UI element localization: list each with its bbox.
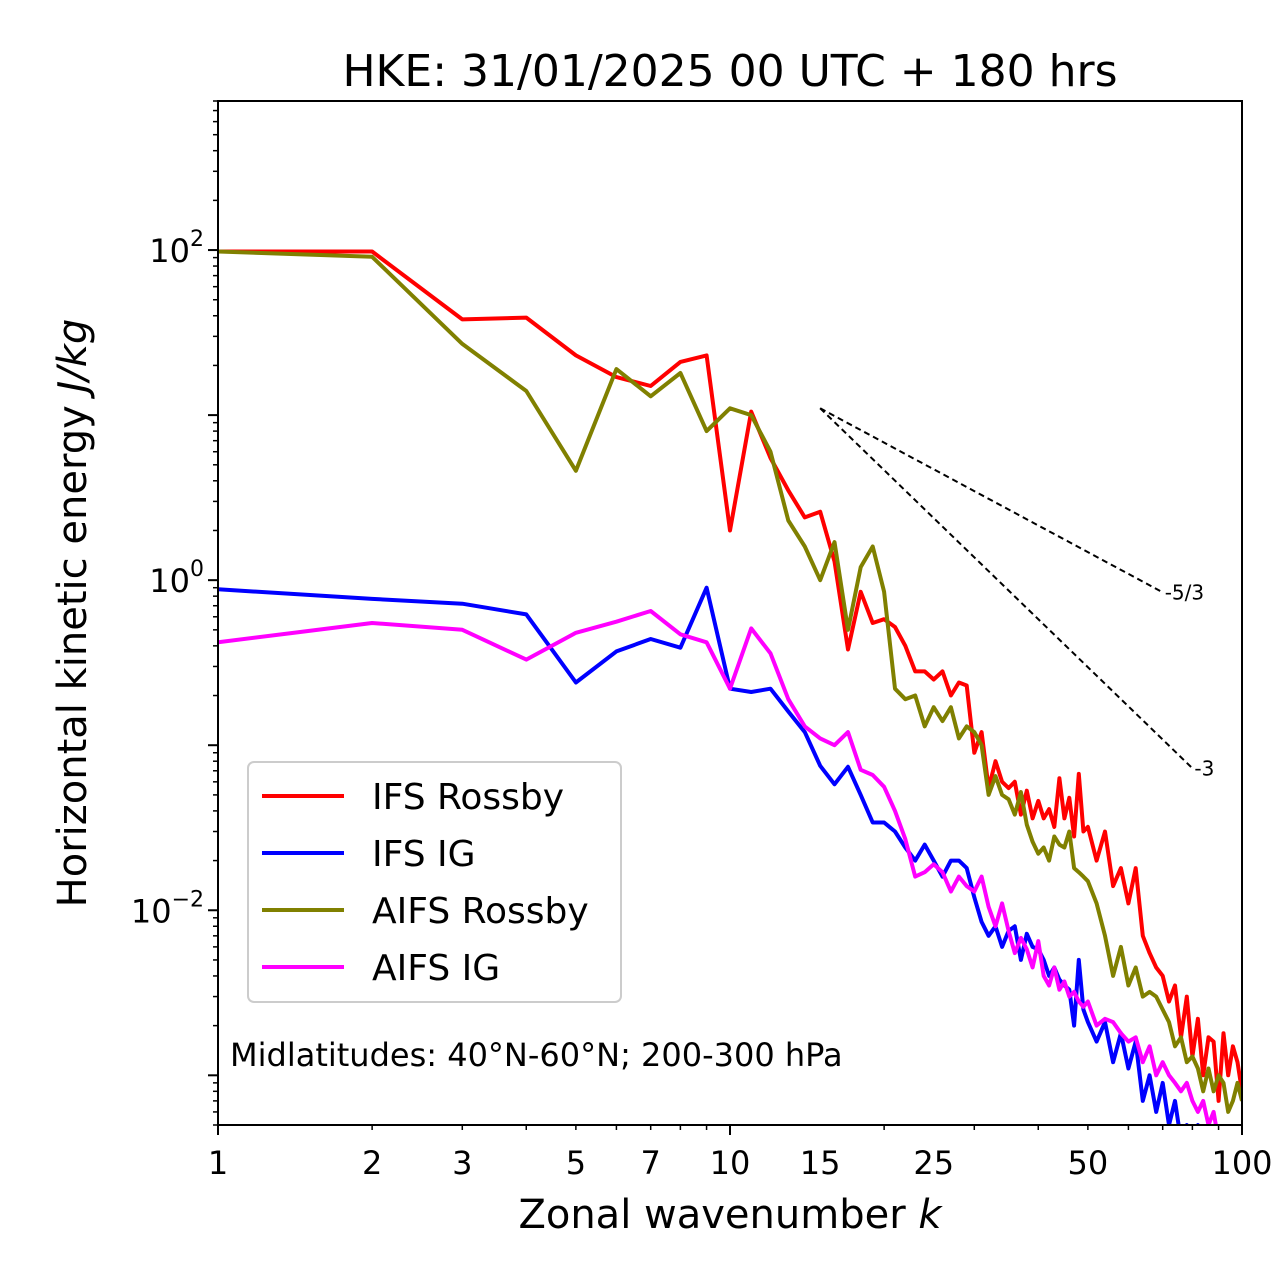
y-axis-unit: J/kg [50,319,96,400]
y-tick-exponent: −2 [172,887,204,912]
x-tick-labels: 1 2 3 5 7 10 15 25 50 100 [208,1144,1273,1182]
chart-title: HKE: 31/01/2025 00 UTC + 180 hrs [342,46,1117,97]
legend-label: IFS Rossby [372,777,564,818]
y-tick-mantissa: 10 [149,562,190,600]
series-layer [218,249,1242,1125]
y-tick-exponent: 2 [190,227,204,252]
x-tick-label: 50 [1068,1144,1109,1182]
y-axis-label: Horizontal kinetic energy J/kg [50,319,96,908]
slope-label: -3 [1194,756,1214,780]
x-axis-label-text: Zonal wavenumber [518,1192,906,1238]
y-tick-exponent: 0 [190,557,204,582]
y-axis-label-text: Horizontal kinetic energy [50,405,96,907]
series-line-2 [218,249,1242,1114]
x-tick-label: 100 [1211,1144,1272,1182]
plot-frame [217,100,1243,1126]
x-tick-label: 1 [208,1144,228,1182]
y-tick-label: 10−2 [131,887,204,930]
legend-label: AIFS IG [372,948,500,989]
x-tick-label: 25 [913,1144,954,1182]
slope-line-0 [819,407,1164,594]
series-line-1 [218,585,1200,1125]
slope-line-1 [819,407,1194,769]
legend-label: AIFS Rossby [372,891,589,932]
x-tick-label: 7 [641,1144,661,1182]
x-axis-variable: k [918,1192,943,1238]
y-tick-mantissa: 10 [131,892,172,930]
legend-box [247,761,622,1003]
x-tick-label: 2 [362,1144,382,1182]
legend-label: IFS IG [372,834,476,875]
series-line-0 [218,249,1242,1103]
legend-items: IFS Rossby IFS IG AIFS Rossby AIFS IG [262,777,589,989]
series-line-3 [218,609,1218,1125]
x-tick-label: 15 [800,1144,841,1182]
slope-label: -5/3 [1165,580,1204,604]
x-tick-label: 10 [710,1144,751,1182]
y-tick-mantissa: 10 [149,232,190,270]
x-tick-label: 3 [452,1144,472,1182]
y-tick-label: 100 [149,557,204,600]
legend: IFS Rossby IFS IG AIFS Rossby AIFS IG [247,761,622,1003]
x-axis-label: Zonal wavenumber k [518,1192,943,1238]
region-annotation: Midlatitudes: 40°N-60°N; 200-300 hPa [230,1036,843,1074]
y-tick-label: 102 [149,227,204,270]
reference-slopes: -5/3 -3 [819,407,1214,780]
x-tick-label: 5 [566,1144,586,1182]
